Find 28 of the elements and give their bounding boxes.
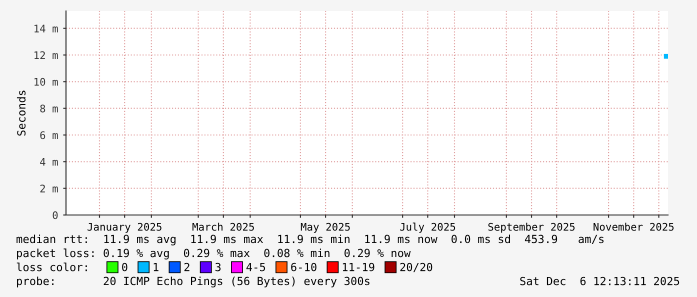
y-tick-label: 14 m	[34, 24, 58, 32]
y-tick-label: 8 m	[40, 104, 58, 112]
legend-label: 1	[154, 262, 158, 272]
x-tick-label: January 2025	[88, 222, 162, 233]
legend-label: 11-19	[342, 262, 374, 272]
y-tick-label: 6 m	[40, 131, 58, 140]
text: median rtt: 11.9 ms avg 11.9 ms max 11.9 ms min 11.9 ms now 0.0 ms sd 453.9 am/s	[16, 234, 604, 246]
x-tick-label: May 2025	[300, 222, 350, 233]
y-tick-label: 12 m	[34, 51, 58, 59]
x-tick-label: November 2025	[594, 222, 674, 231]
legend-label: 0	[122, 262, 128, 272]
legend-label: 3	[215, 262, 221, 272]
legend-title: loss color:	[16, 262, 87, 272]
legend-label: 2	[184, 262, 190, 272]
x-tick-label: March 2025	[192, 222, 254, 231]
text: Sat Dec 6 12:13:11 2025	[520, 276, 680, 286]
x-tick-label: September 2025	[488, 222, 575, 233]
y-tick-label: 4 m	[40, 158, 58, 166]
y-tick-label: 0	[52, 211, 58, 220]
text: probe: 20 ICMP Echo Pings (56 Bytes) every 300s	[17, 276, 370, 288]
y-axis-title: Seconds	[16, 90, 26, 136]
y-tick-label: 10 m	[34, 78, 58, 86]
x-tick-label: July 2025	[400, 222, 456, 233]
text: packet loss: 0.19 % avg 0.29 % max 0.08 % min 0.29 % now	[17, 248, 411, 260]
y-tick-label: 2 m	[40, 184, 58, 192]
legend-label: 4-5	[246, 262, 266, 272]
legend-label: 20/20	[400, 262, 432, 272]
legend-label: 6-10	[291, 262, 316, 272]
